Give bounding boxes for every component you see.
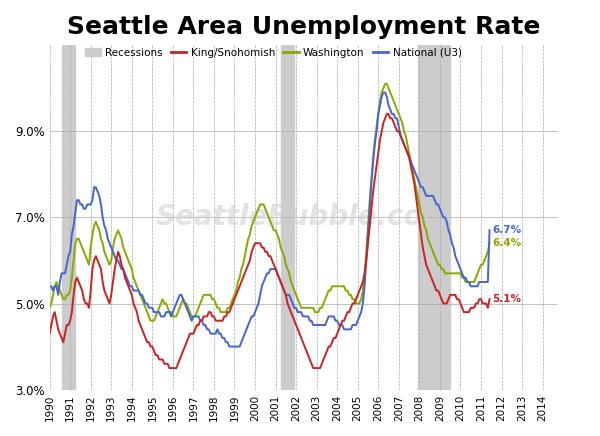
Text: 5.1%: 5.1% bbox=[492, 294, 521, 304]
Legend: Recessions, King/Snohomish, Washington, National (U3): Recessions, King/Snohomish, Washington, … bbox=[81, 44, 466, 62]
Text: SeattleBubble.com: SeattleBubble.com bbox=[155, 203, 452, 232]
Bar bbox=[62, 45, 75, 390]
Bar bbox=[418, 45, 450, 390]
Title: Seattle Area Unemployment Rate: Seattle Area Unemployment Rate bbox=[67, 15, 541, 39]
Bar bbox=[281, 45, 295, 390]
Text: 6.7%: 6.7% bbox=[492, 225, 521, 235]
Text: 6.4%: 6.4% bbox=[492, 238, 521, 248]
